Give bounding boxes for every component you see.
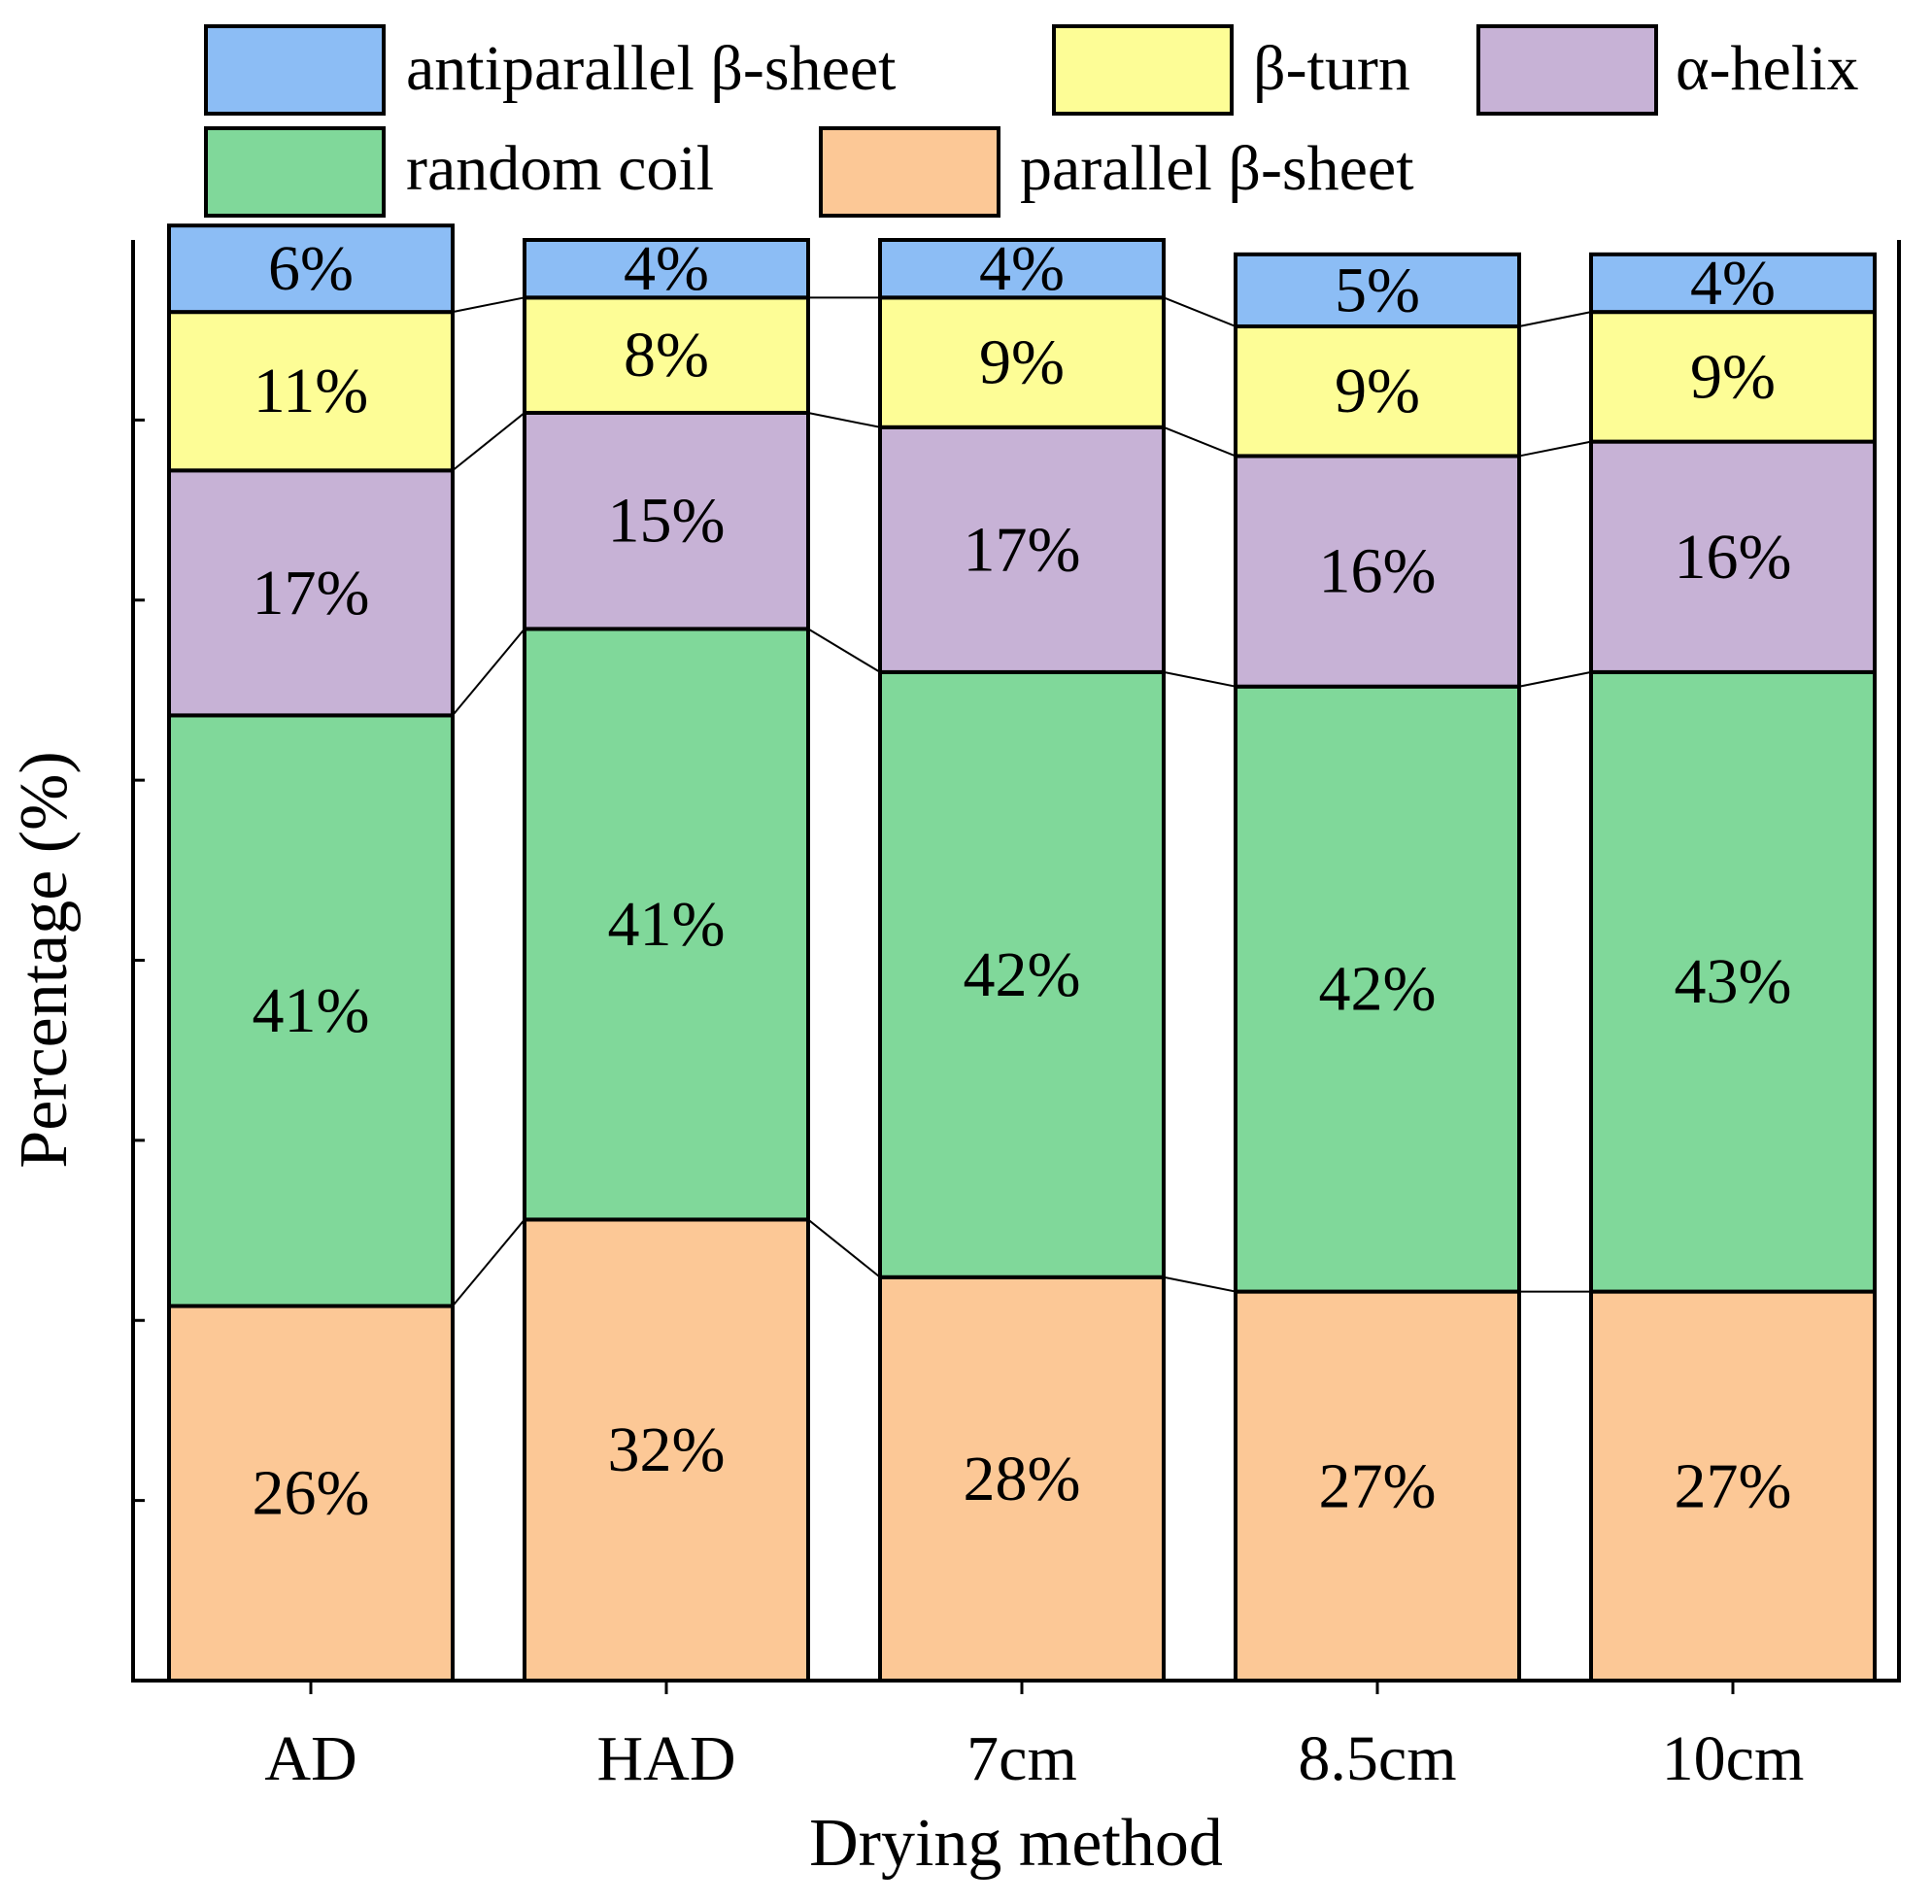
x-axis-title: Drying method [809, 1806, 1223, 1881]
bar-segment-7cm-parallel-beta-sheet [878, 1275, 1166, 1683]
bar-segment-8-5cm-antiparallel-beta-sheet [1234, 252, 1521, 328]
bar-segment-ad-parallel-beta-sheet [167, 1304, 455, 1683]
bar-segment-ad-random-coil [167, 713, 455, 1309]
data-label-10cm-antiparallel-beta-sheet: 4% [1690, 248, 1776, 319]
legend-label-random-coil: random coil [406, 133, 714, 204]
bar-segment-had-alpha-helix [523, 410, 810, 631]
bar-segment-8-5cm-parallel-beta-sheet [1234, 1289, 1521, 1683]
data-label-8-5cm-alpha-helix: 16% [1319, 536, 1437, 607]
data-label-had-alpha-helix: 15% [608, 486, 726, 557]
bar-segment-8-5cm-beta-turn [1234, 323, 1521, 459]
bars [167, 223, 1877, 1683]
bar-segment-10cm-beta-turn [1589, 310, 1877, 444]
data-label-10cm-parallel-beta-sheet: 27% [1675, 1450, 1792, 1521]
connector-ad-had-4 [452, 296, 525, 314]
connector-ad-had-2 [452, 628, 525, 717]
y-axis-title: Percentage (%) [7, 751, 82, 1168]
data-label-ad-beta-turn: 11% [254, 356, 369, 426]
bar-segment-10cm-alpha-helix [1589, 439, 1877, 674]
connector-7cm-8-5cm-1 [1163, 1275, 1237, 1293]
data-label-10cm-alpha-helix: 16% [1675, 522, 1792, 593]
data-label-had-parallel-beta-sheet: 32% [608, 1414, 726, 1485]
connector-7cm-8-5cm-3 [1163, 425, 1237, 458]
data-label-ad-alpha-helix: 17% [253, 558, 370, 629]
connector-had-7cm-1 [807, 1218, 881, 1278]
connector-8-5cm-10cm-3 [1518, 440, 1592, 458]
data-label-7cm-antiparallel-beta-sheet: 4% [979, 233, 1065, 304]
bar-segment-7cm-antiparallel-beta-sheet [878, 238, 1166, 300]
x-tick-label-ad: AD [264, 1723, 356, 1794]
data-label-7cm-alpha-helix: 17% [964, 514, 1081, 585]
bar-segment-7cm-alpha-helix [878, 425, 1166, 674]
connector-ad-had-1 [452, 1218, 525, 1308]
data-label-8-5cm-antiparallel-beta-sheet: 5% [1335, 255, 1420, 325]
data-label-7cm-parallel-beta-sheet: 28% [964, 1444, 1081, 1514]
connector-7cm-8-5cm-4 [1163, 296, 1237, 327]
connector-8-5cm-10cm-2 [1518, 670, 1592, 688]
connector-7cm-8-5cm-2 [1163, 670, 1237, 688]
bar-segment-7cm-random-coil [878, 669, 1166, 1279]
x-tick-label-7cm: 7cm [966, 1723, 1077, 1794]
bar-segment-8-5cm-random-coil [1234, 684, 1521, 1294]
x-tick-label-had: HAD [597, 1723, 736, 1794]
data-label-8-5cm-beta-turn: 9% [1335, 356, 1420, 426]
connector-lines [452, 296, 1592, 1308]
legend-label-antiparallel-beta-sheet: antiparallel β-sheet [406, 33, 897, 104]
data-label-7cm-random-coil: 42% [964, 939, 1081, 1010]
legend-label-alpha-helix: α-helix [1676, 33, 1859, 104]
x-tick-label-8-5cm: 8.5cm [1298, 1723, 1456, 1794]
axes: AD HAD 7cm 8.5cm 10cm [131, 240, 1901, 1794]
data-label-10cm-beta-turn: 9% [1690, 341, 1776, 412]
data-label-had-random-coil: 41% [608, 889, 726, 960]
bar-segment-had-random-coil [523, 627, 810, 1222]
data-label-8-5cm-parallel-beta-sheet: 27% [1319, 1450, 1437, 1521]
data-label-10cm-random-coil: 43% [1675, 946, 1792, 1017]
bar-segment-10cm-parallel-beta-sheet [1589, 1289, 1877, 1683]
connector-had-7cm-3 [807, 411, 881, 428]
bar-segment-had-antiparallel-beta-sheet [523, 238, 810, 300]
legend: antiparallel β-sheet β-turn α-helix random … [204, 24, 1859, 218]
bar-segment-ad-beta-turn [167, 310, 455, 473]
legend-label-beta-turn: β-turn [1253, 33, 1410, 104]
bar-segment-10cm-antiparallel-beta-sheet [1589, 252, 1877, 315]
connector-had-7cm-2 [807, 628, 881, 673]
legend-label-parallel-beta-sheet: parallel β-sheet [1020, 133, 1414, 204]
legend-swatch-parallel-beta-sheet [819, 126, 1000, 218]
connector-8-5cm-10cm-4 [1518, 311, 1592, 327]
data-label-had-antiparallel-beta-sheet: 4% [624, 233, 709, 304]
data-label-ad-random-coil: 41% [253, 975, 370, 1046]
legend-swatch-beta-turn [1052, 24, 1234, 116]
bar-segment-ad-antiparallel-beta-sheet [167, 223, 455, 315]
bar-segment-8-5cm-alpha-helix [1234, 454, 1521, 689]
x-tick-label-10cm: 10cm [1662, 1723, 1805, 1794]
data-label-8-5cm-random-coil: 42% [1319, 954, 1437, 1025]
data-label-ad-parallel-beta-sheet: 26% [253, 1458, 370, 1529]
data-label-ad-antiparallel-beta-sheet: 6% [268, 233, 354, 304]
legend-swatch-antiparallel-beta-sheet [204, 24, 386, 116]
data-label-7cm-beta-turn: 9% [979, 327, 1065, 398]
legend-swatch-alpha-helix [1476, 24, 1658, 116]
connector-ad-had-3 [452, 412, 525, 472]
segment-labels: 26% 41% 17% 11% 6% 32% 41% 15% 8% 4% 28% 42% 17% 9% 4%… [253, 233, 1792, 1529]
bar-segment-had-parallel-beta-sheet [523, 1217, 810, 1683]
legend-swatch-random-coil [204, 126, 386, 218]
bar-segment-had-beta-turn [523, 295, 810, 415]
data-label-had-beta-turn: 8% [624, 320, 709, 391]
